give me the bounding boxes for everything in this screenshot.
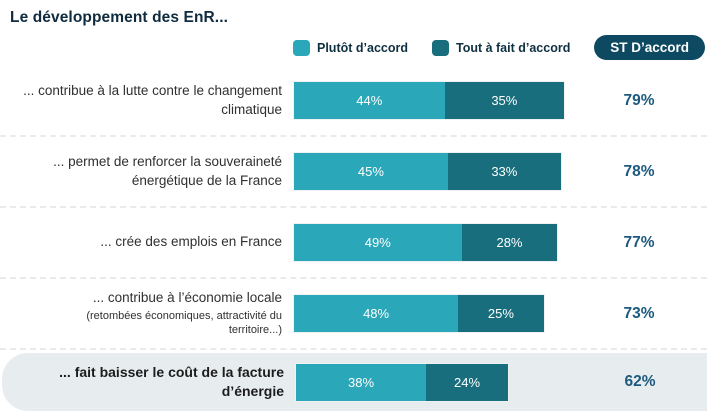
- st-daccord-badge: ST D’accord: [594, 35, 705, 60]
- stacked-bar: 45% 33%: [293, 152, 562, 191]
- stacked-bar: 44% 35%: [293, 81, 566, 120]
- bar-segment-tout-a-fait: 33%: [447, 153, 561, 190]
- bar-segment-plutot: 38%: [296, 363, 426, 401]
- row-label: ... fait baisser le coût de la facture d…: [59, 363, 284, 399]
- legend-label: Tout à fait d’accord: [455, 40, 571, 55]
- table-row: ... permet de renforcer la souveraineté …: [0, 137, 707, 208]
- bar-segment-plutot: 48%: [294, 295, 459, 332]
- chart-rows: ... contribue à la lutte contre le chang…: [0, 66, 707, 411]
- row-total: 62%: [624, 373, 656, 390]
- legend-swatch-plutot-icon: [293, 39, 310, 56]
- row-label: ... permet de renforcer la souveraineté …: [53, 153, 282, 188]
- row-label: ... crée des emplois en France: [100, 234, 282, 250]
- row-total: 78%: [623, 162, 655, 180]
- bar-segment-tout-a-fait: 25%: [458, 295, 544, 332]
- legend-label: Plutôt d’accord: [317, 40, 408, 55]
- stacked-bar: 38% 24%: [295, 362, 510, 402]
- table-row: ... contribue à la lutte contre le chang…: [0, 66, 707, 137]
- legend-item-tout-a-fait-daccord: Tout à fait d’accord: [431, 39, 571, 56]
- bar-segment-plutot: 44%: [294, 82, 445, 119]
- table-row-highlighted: ... fait baisser le coût de la facture d…: [2, 353, 707, 411]
- row-total: 73%: [623, 304, 655, 322]
- bar-segment-tout-a-fait: 28%: [461, 224, 558, 261]
- row-total: 77%: [623, 233, 655, 251]
- bar-segment-tout-a-fait: 24%: [426, 363, 509, 401]
- table-row: ... crée des emplois en France 49% 28% 7…: [0, 208, 707, 279]
- row-sublabel: (retombées économiques, attractivité du …: [86, 309, 282, 336]
- bar-segment-tout-a-fait: 35%: [444, 82, 565, 119]
- row-label: ... contribue à l’économie locale: [92, 290, 282, 306]
- row-label: ... contribue à la lutte contre le chang…: [23, 82, 282, 117]
- row-total: 79%: [623, 91, 655, 109]
- legend: Plutôt d’accord Tout à fait d’accord ST …: [293, 35, 705, 60]
- legend-swatch-tout-a-fait-icon: [431, 39, 449, 56]
- stacked-bar: 48% 25%: [293, 294, 545, 333]
- table-row: ... contribue à l’économie locale (retom…: [0, 279, 707, 350]
- chart-title: Le développement des EnR...: [10, 9, 229, 26]
- bar-segment-plutot: 49%: [294, 224, 462, 261]
- stacked-bar: 49% 28%: [293, 223, 559, 262]
- legend-item-plutot-daccord: Plutôt d’accord: [293, 39, 408, 56]
- bar-segment-plutot: 45%: [294, 153, 448, 190]
